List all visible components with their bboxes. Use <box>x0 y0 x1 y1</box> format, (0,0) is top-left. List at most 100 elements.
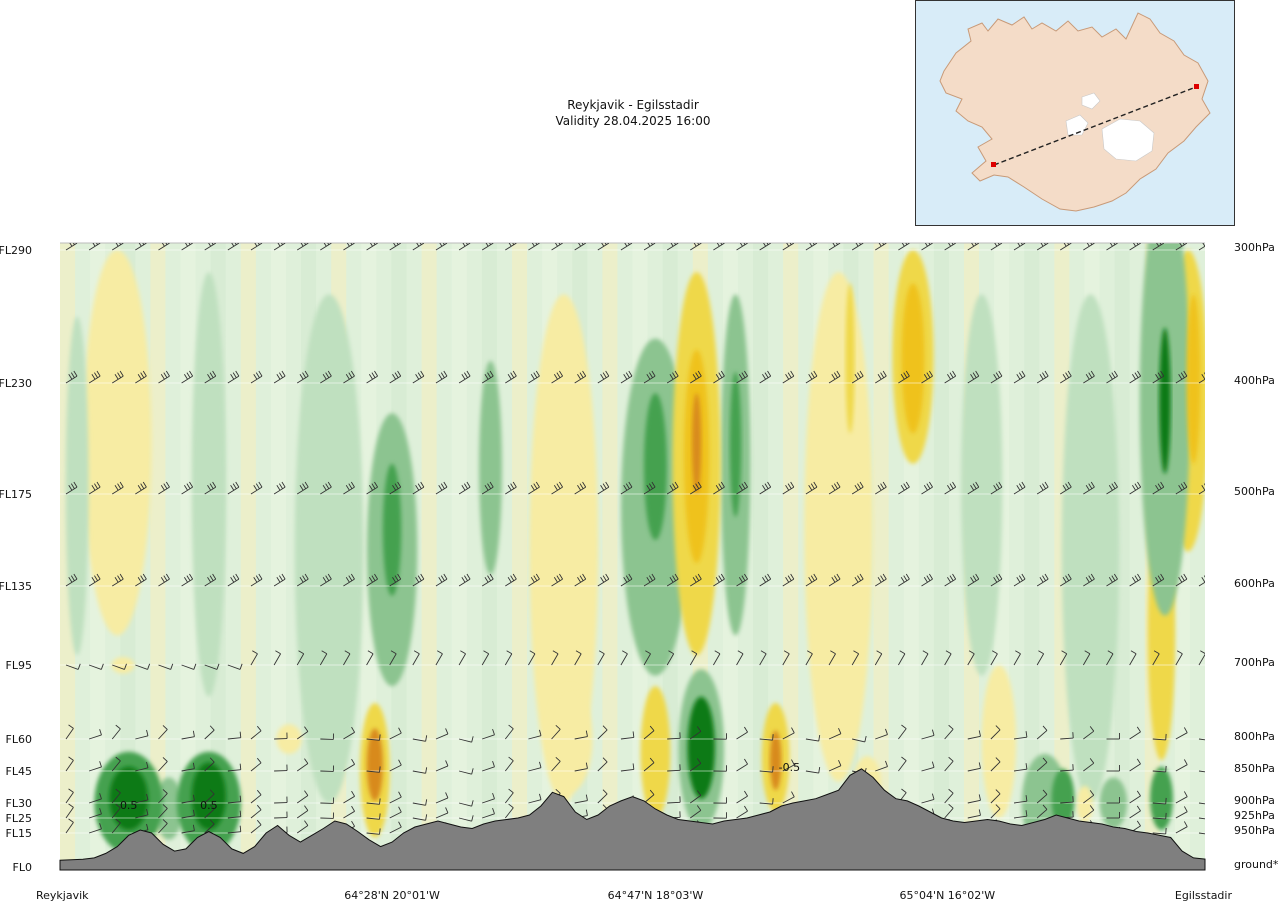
wind-barb <box>1060 764 1074 772</box>
wind-barb <box>1083 805 1095 819</box>
wind-barb <box>528 370 540 384</box>
wind-barb <box>88 793 102 804</box>
wind-barb <box>112 481 124 495</box>
wind-barb <box>412 573 425 587</box>
wind-barb <box>805 243 818 251</box>
wind-barb <box>1036 804 1048 819</box>
motion-cell <box>65 316 89 656</box>
wind-barb <box>88 761 102 772</box>
wind-barb <box>204 725 215 740</box>
wind-barb <box>366 828 381 835</box>
flight-level-label: FL135 <box>0 580 32 593</box>
wind-barb <box>1198 243 1205 251</box>
wind-barb <box>366 766 381 773</box>
wind-barb <box>551 756 561 772</box>
wind-barb <box>1106 733 1120 740</box>
wind-barb <box>320 243 332 251</box>
wind-barb <box>666 243 679 251</box>
wind-barb <box>181 481 194 495</box>
wind-barb <box>366 734 381 741</box>
wind-barb <box>1152 733 1167 741</box>
wind-barb <box>1152 370 1165 384</box>
wind-barb <box>1013 481 1026 495</box>
wind-barb <box>1083 726 1095 740</box>
wind-barb <box>1198 575 1205 587</box>
wind-barb <box>273 650 281 666</box>
wind-barb <box>713 573 725 587</box>
wind-barb <box>320 370 332 384</box>
wind-barb <box>389 806 402 819</box>
wind-barb <box>366 481 378 495</box>
wind-barb <box>1036 757 1048 772</box>
wind-barb <box>505 481 517 495</box>
wind-barb <box>227 731 242 740</box>
motion-cell <box>1159 327 1171 474</box>
wind-barb <box>250 650 258 666</box>
wind-barb <box>111 803 121 819</box>
wind-barb <box>273 243 286 251</box>
wind-barb <box>1106 370 1118 384</box>
wind-barb <box>944 243 956 251</box>
wind-barb <box>574 794 588 804</box>
wind-barb <box>1175 370 1188 384</box>
wind-barb <box>736 758 748 772</box>
wind-barb <box>551 243 563 251</box>
wind-barb <box>111 756 121 772</box>
wind-barb <box>1152 812 1167 820</box>
wind-barb <box>921 793 935 804</box>
wind-barb <box>135 573 147 587</box>
wind-barb <box>990 725 1001 740</box>
wind-barb <box>667 796 681 804</box>
motion-cell <box>1150 766 1173 830</box>
flight-level-label: FL25 <box>6 812 32 825</box>
wind-barb <box>458 650 466 666</box>
wind-barb <box>343 758 355 772</box>
motion-cell <box>804 272 873 782</box>
wind-barb <box>88 243 101 251</box>
wind-barb <box>1198 738 1205 741</box>
wind-barb <box>1152 827 1167 835</box>
wind-barb <box>528 761 542 772</box>
wind-barb <box>805 767 821 774</box>
wind-barb <box>458 736 474 743</box>
wind-barb <box>1060 370 1072 384</box>
wind-barb <box>1129 573 1142 587</box>
wind-barb <box>805 481 818 495</box>
wind-barb <box>597 573 610 587</box>
wind-barb <box>112 243 124 251</box>
wind-barb <box>481 650 490 666</box>
wind-barb <box>759 481 772 495</box>
wind-barb <box>482 728 495 740</box>
wind-barb <box>343 573 355 587</box>
wind-barb <box>88 370 101 384</box>
wind-barb <box>158 243 170 251</box>
motion-cell <box>769 730 782 791</box>
wind-barb <box>389 727 402 740</box>
wind-barb <box>1152 481 1165 495</box>
background-band <box>1114 243 1130 870</box>
motion-cell <box>729 371 742 517</box>
motion-cell <box>845 283 855 434</box>
wind-barb <box>1083 758 1095 772</box>
wind-barb <box>250 481 263 495</box>
wind-barb <box>574 730 588 740</box>
wind-barb <box>1106 650 1114 666</box>
wind-barb <box>944 573 957 587</box>
wind-barb <box>643 650 651 666</box>
wind-barb <box>204 481 217 495</box>
wind-barb <box>828 728 842 740</box>
wind-barb <box>250 573 263 587</box>
wind-barb <box>1198 817 1205 820</box>
wind-barb <box>851 573 864 587</box>
wind-barb <box>574 762 588 772</box>
wind-barb <box>1175 821 1188 834</box>
wind-barb <box>343 726 355 740</box>
wind-barb <box>504 724 514 740</box>
wind-barb <box>458 815 474 822</box>
wind-barb <box>343 481 355 495</box>
wind-barb <box>1175 806 1188 819</box>
wind-barb <box>112 663 127 670</box>
wind-barb <box>898 756 907 772</box>
wind-barb <box>782 727 795 740</box>
wind-barb <box>65 573 78 587</box>
